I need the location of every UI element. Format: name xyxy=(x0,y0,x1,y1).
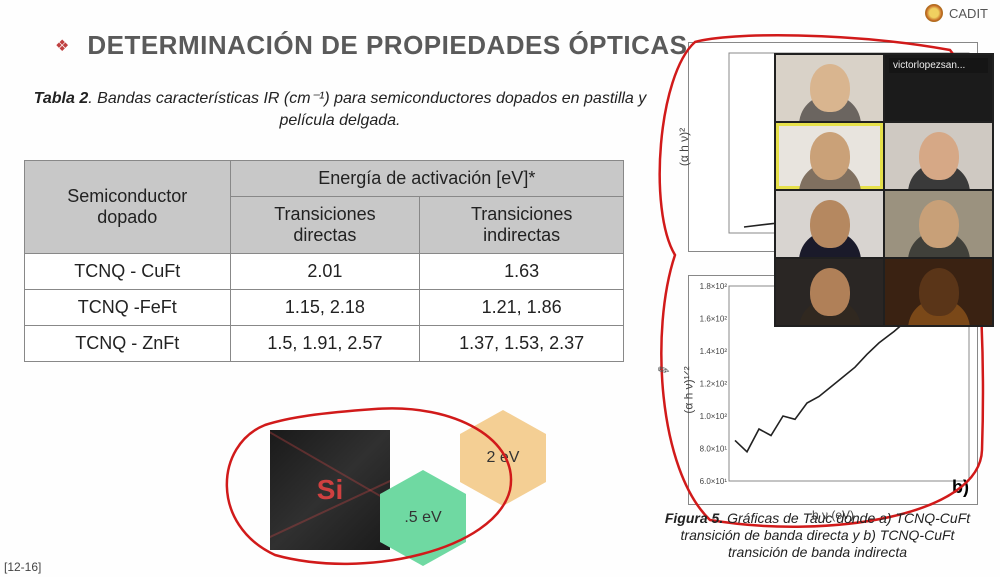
svg-text:1.2×10²: 1.2×10² xyxy=(700,380,728,389)
hex-orange: 2 eV xyxy=(460,410,546,506)
video-tile[interactable] xyxy=(776,259,883,325)
cadit-logo: CADIT xyxy=(925,4,988,22)
hex-green: .5 eV xyxy=(380,470,466,566)
video-tile[interactable] xyxy=(885,259,992,325)
page-reference: [12-16] xyxy=(4,560,41,574)
logo-text: CADIT xyxy=(949,6,988,21)
svg-text:1.8×10²: 1.8×10² xyxy=(700,282,728,291)
video-tile[interactable] xyxy=(776,55,883,121)
video-tile[interactable] xyxy=(776,191,883,257)
table-row: TCNQ - CuFt 2.01 1.63 xyxy=(25,254,624,290)
optical-properties-table: Semiconductor dopado Energía de activaci… xyxy=(24,160,624,362)
chart-a-ylabel: (α h ν)² xyxy=(677,128,691,166)
bandgap-hex-diagram: Si .5 eV 2 eV xyxy=(235,410,555,570)
svg-text:1.0×10²: 1.0×10² xyxy=(700,412,728,421)
si-label: Si xyxy=(317,474,343,506)
logo-icon xyxy=(925,4,943,22)
chart-b-ylabel: (α h ν)¹ᐟ² xyxy=(682,366,696,413)
svg-text:6.0×10¹: 6.0×10¹ xyxy=(700,477,728,486)
table-caption-body: . Bandas características IR (cm⁻¹) para … xyxy=(88,90,646,129)
figure-caption-prefix: Figura 5. xyxy=(665,510,723,526)
table-row: TCNQ -FeFt 1.15, 2.18 1.21, 1.86 xyxy=(25,290,624,326)
table-row: TCNQ - ZnFt 1.5, 1.91, 2.57 1.37, 1.53, … xyxy=(25,326,624,362)
participant-name-label: victorlopezsan... xyxy=(889,58,988,73)
table-caption-prefix: Tabla 2 xyxy=(34,90,89,107)
table-caption: Tabla 2. Bandas características IR (cm⁻¹… xyxy=(20,88,660,131)
col-indirect: Transiciones indirectas xyxy=(420,197,624,254)
video-tile[interactable] xyxy=(885,123,992,189)
figure-caption-body: Gráficas de Tauc donde a) TCNQ-CuFt tran… xyxy=(681,510,971,560)
slide-title: DETERMINACIÓN DE PROPIEDADES ÓPTICAS xyxy=(87,30,687,61)
slide-title-row: ❖ DETERMINACIÓN DE PROPIEDADES ÓPTICAS xyxy=(55,30,688,61)
figure-caption: Figura 5. Gráficas de Tauc donde a) TCNQ… xyxy=(650,510,985,560)
col-direct: Transiciones directas xyxy=(230,197,420,254)
chart-b-tag: b) xyxy=(952,477,969,498)
video-tile[interactable] xyxy=(776,123,883,189)
col-semiconductor: Semiconductor dopado xyxy=(25,161,231,254)
svg-text:8.0×10¹: 8.0×10¹ xyxy=(700,445,728,454)
silicon-chip-icon: Si xyxy=(270,430,390,550)
col-energy: Energía de activación [eV]* xyxy=(230,161,623,197)
video-tile[interactable]: victorlopezsan... xyxy=(885,55,992,121)
svg-text:1.6×10²: 1.6×10² xyxy=(700,315,728,324)
svg-text:1.4×10²: 1.4×10² xyxy=(700,347,728,356)
video-tile[interactable] xyxy=(885,191,992,257)
video-call-grid[interactable]: victorlopezsan... xyxy=(774,53,994,327)
diamond-bullet-icon: ❖ xyxy=(55,36,69,56)
